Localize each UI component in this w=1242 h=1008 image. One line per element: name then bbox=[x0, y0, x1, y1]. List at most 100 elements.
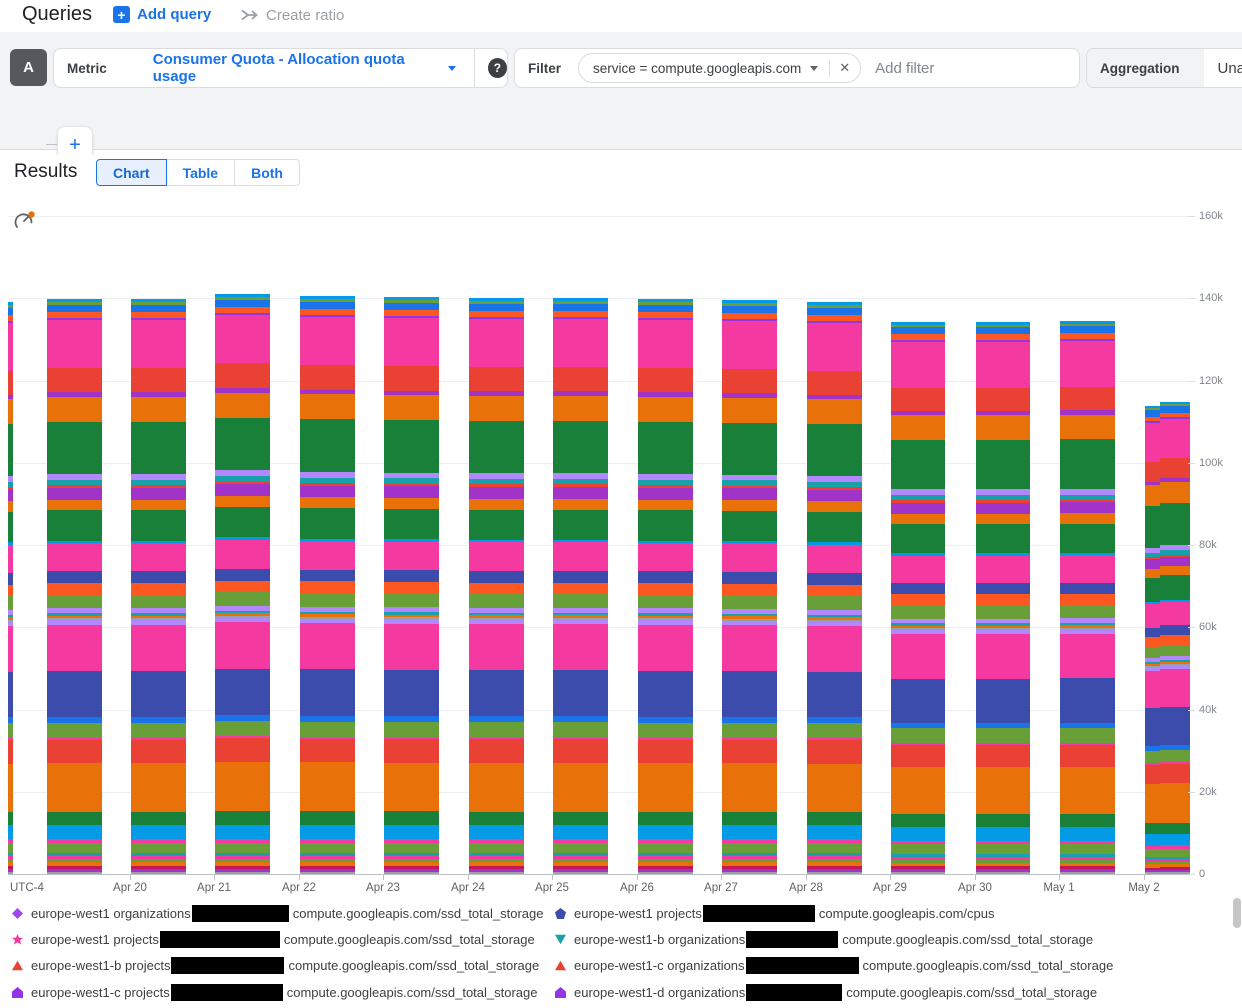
bar-segment bbox=[469, 615, 524, 618]
x-axis-tick bbox=[383, 875, 384, 880]
bar-segment bbox=[300, 483, 355, 486]
bar-segment bbox=[553, 619, 608, 625]
stacked-bar[interactable] bbox=[300, 296, 355, 874]
legend-item[interactable]: europe-west1-c projects compute.googleapi… bbox=[12, 979, 543, 1005]
close-icon[interactable]: ✕ bbox=[839, 60, 851, 75]
bar-segment bbox=[469, 367, 524, 392]
legend-item[interactable]: europe-west1-b organizations compute.goog… bbox=[555, 926, 1113, 952]
bar-segment bbox=[1060, 625, 1115, 628]
metric-dropdown[interactable]: Consumer Quota - Allocation quota usage bbox=[152, 51, 405, 85]
bar-segment bbox=[1145, 864, 1160, 868]
bar-segment bbox=[8, 856, 13, 859]
stacked-bar[interactable] bbox=[47, 299, 102, 874]
tab-both[interactable]: Both bbox=[234, 159, 300, 186]
bar-segment bbox=[384, 300, 439, 303]
bar-segment bbox=[300, 855, 355, 859]
legend-item[interactable]: europe-west1 projects compute.googleapis.… bbox=[555, 900, 1113, 926]
bar-segment bbox=[215, 616, 270, 619]
bar-segment bbox=[8, 487, 13, 490]
stacked-bar[interactable] bbox=[553, 298, 608, 874]
bar-segment bbox=[891, 415, 945, 440]
legend-item[interactable]: europe-west1-d organizations compute.goog… bbox=[555, 979, 1113, 1005]
stacked-bar[interactable] bbox=[131, 299, 186, 874]
stacked-bar[interactable] bbox=[1160, 401, 1190, 874]
stacked-bar[interactable] bbox=[891, 321, 945, 874]
bar-segment bbox=[8, 763, 13, 812]
stacked-bar[interactable] bbox=[976, 321, 1030, 874]
add-filter-input[interactable] bbox=[873, 58, 1038, 78]
bar-segment bbox=[1160, 556, 1190, 567]
bar-segment bbox=[8, 859, 13, 863]
add-icon: + bbox=[113, 6, 130, 23]
bar-segment bbox=[215, 315, 270, 364]
add-query-button[interactable]: + Add query bbox=[113, 6, 211, 23]
bar-segment bbox=[976, 844, 1030, 854]
tab-chart[interactable]: Chart bbox=[96, 159, 167, 186]
bar-segment bbox=[47, 624, 102, 671]
legend-scrollbar[interactable] bbox=[1233, 898, 1241, 928]
stacked-bar[interactable] bbox=[469, 298, 524, 874]
y-axis-tick-label: 160k bbox=[1188, 210, 1223, 222]
bar-segment bbox=[722, 321, 777, 369]
bar-segment bbox=[722, 716, 777, 723]
bar-segment bbox=[1145, 872, 1160, 874]
bar-segment bbox=[891, 605, 945, 619]
bar-segment bbox=[469, 619, 524, 625]
aggregation-box[interactable]: Aggregation Unaggregated bbox=[1086, 48, 1242, 88]
bar-segment bbox=[807, 856, 862, 859]
y-axis-tick-label: 40k bbox=[1188, 703, 1217, 716]
chart-area: 0 20k 40k 60k 80k 100k 120k 140k 160k UTC-4 Apr … bbox=[0, 200, 1242, 900]
bar-segment bbox=[638, 479, 693, 486]
bar-segment bbox=[976, 341, 1030, 388]
bar-segment bbox=[553, 716, 608, 723]
bar-segment bbox=[553, 298, 608, 302]
stacked-bar[interactable] bbox=[1145, 405, 1160, 874]
bar-segment bbox=[131, 853, 186, 857]
bar-segment bbox=[300, 309, 355, 316]
bar-segment bbox=[8, 307, 13, 316]
bar-segment bbox=[131, 392, 186, 397]
bar-segment bbox=[1060, 814, 1115, 827]
stacked-bar[interactable] bbox=[215, 294, 270, 874]
bar-segment bbox=[1160, 833, 1190, 846]
bar-segment bbox=[469, 391, 524, 396]
bar-segment bbox=[976, 866, 1030, 870]
bar-segment bbox=[47, 843, 102, 854]
bar-segment bbox=[976, 767, 1030, 815]
bar-segment bbox=[47, 825, 102, 840]
bar-segment bbox=[47, 613, 102, 616]
bar-segment bbox=[384, 539, 439, 542]
legend-item[interactable]: europe-west1 projects compute.googleapis.… bbox=[12, 926, 543, 952]
bar-segment bbox=[215, 865, 270, 869]
stacked-bar[interactable] bbox=[1060, 320, 1115, 874]
help-icon[interactable]: ? bbox=[487, 58, 507, 78]
stacked-bar[interactable] bbox=[384, 297, 439, 874]
bar-segment bbox=[807, 596, 862, 610]
bar-segment bbox=[807, 584, 862, 597]
filter-chip[interactable]: service = compute.googleapis.com ✕ bbox=[578, 53, 862, 83]
legend-label-suffix: compute.googleapis.com/ssd_total_storage bbox=[286, 984, 538, 1000]
bar-segment bbox=[807, 487, 862, 490]
create-ratio-button[interactable]: Create ratio bbox=[240, 6, 344, 24]
bar-segment bbox=[215, 736, 270, 739]
stacked-bar[interactable] bbox=[807, 302, 862, 874]
stacked-bar[interactable] bbox=[638, 299, 693, 874]
bar-segment bbox=[1060, 744, 1115, 768]
bar-segment bbox=[8, 323, 13, 371]
y-axis-tick-label: 140k bbox=[1188, 292, 1223, 305]
bar-segment bbox=[384, 486, 439, 499]
bar-segment bbox=[131, 858, 186, 863]
bar-segment bbox=[722, 368, 777, 394]
bar-segment bbox=[807, 625, 862, 672]
tab-table[interactable]: Table bbox=[165, 159, 236, 186]
bar-segment bbox=[976, 415, 1030, 440]
stacked-bar[interactable] bbox=[8, 302, 13, 874]
legend-item[interactable]: europe-west1-c organizations compute.goog… bbox=[555, 953, 1113, 979]
stacked-bar[interactable] bbox=[722, 300, 777, 874]
legend-item[interactable]: europe-west1-b projects compute.googleapi… bbox=[12, 953, 543, 979]
bar-segment bbox=[215, 622, 270, 669]
legend-item[interactable]: europe-west1 organizations compute.google… bbox=[12, 900, 543, 926]
bar-segment bbox=[469, 509, 524, 540]
bar-segment bbox=[722, 618, 777, 621]
bar-segment bbox=[384, 582, 439, 594]
